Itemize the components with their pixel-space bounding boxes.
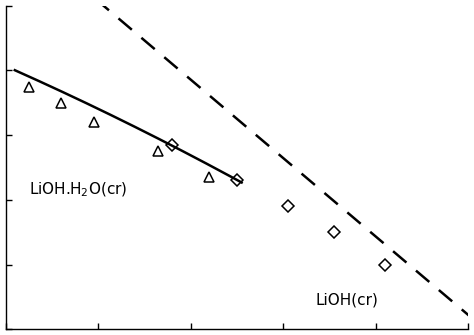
Text: LiOH(cr): LiOH(cr) xyxy=(316,293,379,308)
Text: LiOH.H$_2$O(cr): LiOH.H$_2$O(cr) xyxy=(29,181,127,199)
